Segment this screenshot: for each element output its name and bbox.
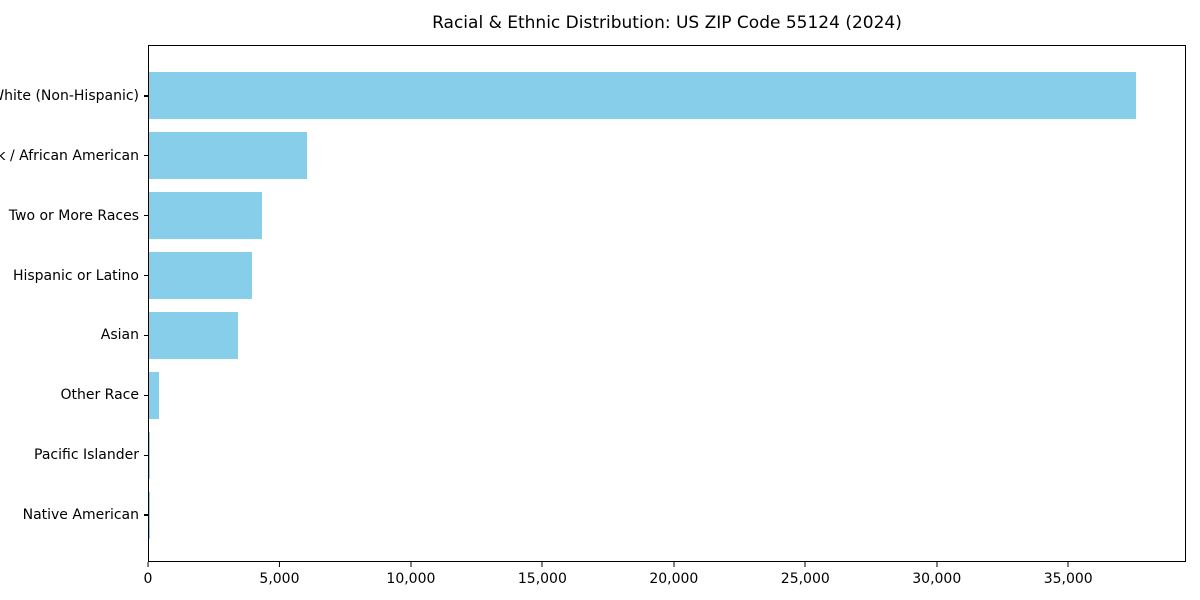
chart-title: Racial & Ethnic Distribution: US ZIP Cod…	[432, 13, 902, 33]
x-axis-tick: 35,000	[1044, 562, 1093, 587]
bar	[149, 252, 252, 300]
chart-row: White (Non-Hispanic)	[0, 66, 1185, 126]
y-axis-label: Black / African American	[0, 147, 139, 164]
y-axis-label: Asian	[100, 327, 139, 344]
y-axis-label: Native American	[22, 507, 139, 524]
bar	[149, 311, 238, 359]
x-axis-tick-mark	[278, 562, 281, 567]
x-axis-tick-label: 0	[143, 571, 153, 587]
y-axis-tick	[144, 274, 149, 277]
x-axis-tick: 15,000	[518, 562, 567, 587]
bar	[149, 132, 308, 180]
x-axis-tick: 30,000	[912, 562, 961, 587]
bar	[149, 431, 151, 479]
y-axis-tick	[144, 454, 149, 456]
x-axis-tick-mark	[673, 562, 675, 567]
x-axis-tick-label: 15,000	[517, 571, 567, 587]
x-axis-tick-label: 5,000	[259, 571, 300, 587]
x-axis-tick-label: 10,000	[386, 571, 436, 587]
x-axis-tick-mark	[541, 562, 543, 567]
y-axis-tick	[144, 215, 149, 217]
x-axis-tick: 10,000	[386, 562, 435, 587]
chart-row: Pacific Islander	[34, 425, 1185, 485]
y-axis-label: Two or More Races	[8, 207, 139, 224]
y-axis-label: Pacific Islander	[34, 447, 139, 464]
x-axis-tick-label: 25,000	[780, 571, 830, 587]
y-axis-tick	[144, 155, 149, 157]
x-axis-tick-mark	[936, 562, 938, 567]
bar	[149, 72, 1136, 120]
y-axis-label: Hispanic or Latino	[12, 267, 139, 284]
chart-row: Other Race	[60, 365, 1185, 425]
y-axis-tick	[144, 514, 149, 516]
x-axis-tick: 20,000	[649, 562, 698, 587]
chart-row: Asian	[101, 306, 1185, 366]
y-axis-label: White (Non-Hispanic)	[0, 87, 139, 104]
chart-row: Two or More Races	[9, 186, 1185, 246]
x-axis-tick-mark	[147, 562, 149, 567]
y-axis-tick	[144, 95, 149, 97]
x-axis-tick-label: 20,000	[649, 571, 699, 587]
x-axis-tick-mark	[410, 562, 412, 567]
y-axis-label: Other Race	[60, 387, 139, 404]
chart-row: Hispanic or Latino	[13, 246, 1185, 306]
x-axis-tick-mark	[804, 562, 806, 567]
x-axis-tick: 0	[143, 562, 153, 587]
plot-area: White (Non-Hispanic) Black / African Amer…	[0, 45, 1186, 562]
chart-row: Native American	[23, 485, 1185, 545]
y-axis-tick	[144, 334, 149, 337]
bar	[149, 192, 262, 240]
x-axis-tick-mark	[1067, 562, 1069, 567]
y-axis-tick	[144, 394, 149, 396]
x-axis-tick-label: 35,000	[1043, 571, 1093, 587]
chart-row: Black / African American	[0, 126, 1185, 186]
x-axis-tick: 5,000	[259, 562, 300, 587]
x-axis-tick-label: 30,000	[912, 571, 962, 587]
x-axis-tick: 25,000	[781, 562, 830, 587]
bar	[149, 371, 159, 419]
x-axis: 0 5,000 10,000 15,000 20,000 25,000 30,000 35,0…	[144, 562, 1186, 596]
bar-rows: White (Non-Hispanic) Black / African Amer…	[0, 46, 1185, 561]
